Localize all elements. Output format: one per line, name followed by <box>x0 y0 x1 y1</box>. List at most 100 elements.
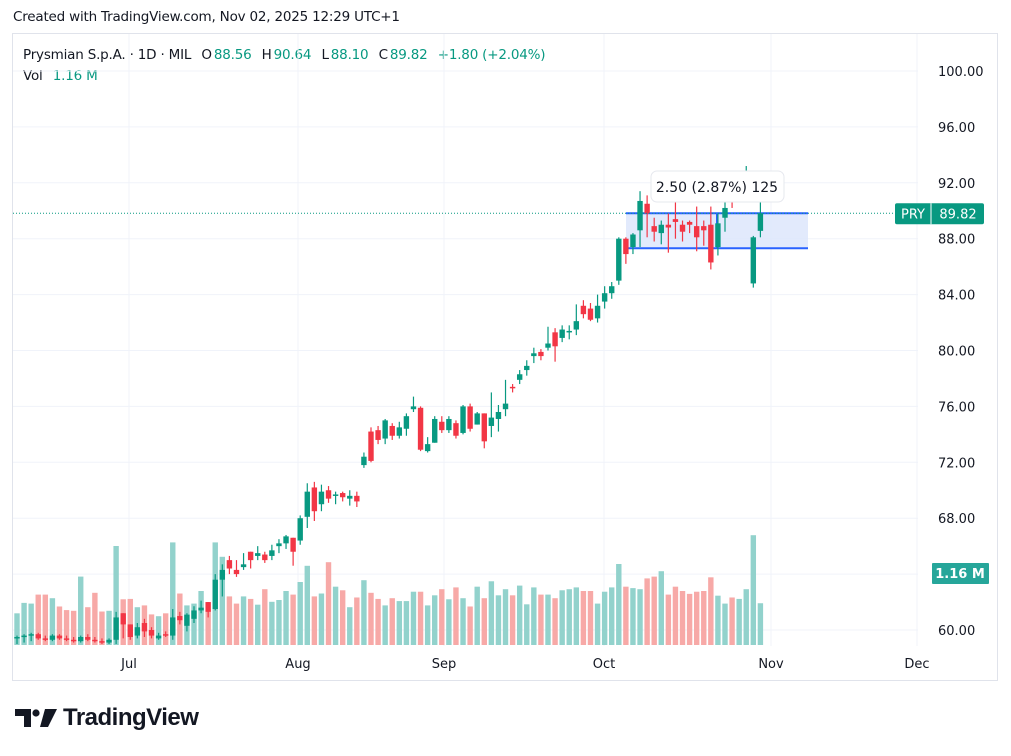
volume-bar <box>375 598 381 645</box>
volume-bar <box>205 609 211 645</box>
volume-bar <box>552 598 558 645</box>
candle-body <box>247 551 254 561</box>
volume-bar <box>474 586 480 645</box>
volume-bar <box>191 603 197 645</box>
candle-body <box>141 623 148 632</box>
ohlc-row: Prysmian S.p.A. · 1D · MIL O 88.56 H 90.64… <box>23 45 547 66</box>
candle-body <box>460 406 466 433</box>
candle-body <box>184 614 190 626</box>
candle-body <box>290 537 296 552</box>
volume-bar <box>729 597 735 645</box>
volume-bar <box>594 603 601 645</box>
volume-bar <box>56 606 63 645</box>
volume-bar <box>757 603 764 645</box>
time-axis-label: Sep <box>432 657 457 672</box>
candle-body <box>630 234 636 248</box>
volume-bar <box>516 585 523 645</box>
volume-bar <box>325 562 332 645</box>
candle-body <box>509 386 516 389</box>
volume-bar <box>21 602 27 645</box>
candle-body <box>212 579 218 610</box>
candle-body <box>701 226 707 231</box>
volume-bar <box>113 546 119 645</box>
candle-body <box>403 416 410 429</box>
volume-bar <box>85 607 91 645</box>
candle-body <box>318 491 325 505</box>
volume-bar <box>573 587 580 645</box>
time-axis[interactable]: Jul Aug Sep Oct Nov Dec <box>120 657 929 672</box>
candle-body <box>297 518 303 541</box>
volume-bar <box>368 592 374 645</box>
candle-body <box>757 213 764 231</box>
volume-bar <box>609 587 615 645</box>
volume-bar <box>290 594 296 645</box>
candle-body <box>580 305 587 315</box>
candle-body <box>177 616 183 621</box>
volume-bar <box>708 577 714 645</box>
price-axis[interactable]: 100.00 96.00 92.00 88.00 84.00 80.00 76.00 72.0… <box>938 65 984 639</box>
close-label: C <box>378 47 388 63</box>
volume-bar <box>509 595 516 645</box>
volume-bar <box>417 591 424 645</box>
candle-body <box>672 219 679 222</box>
candle-body <box>679 224 686 232</box>
candle-body <box>637 200 643 231</box>
candle-body <box>432 418 438 443</box>
candle-body <box>566 330 572 333</box>
candle-body <box>120 613 126 625</box>
candle-body <box>665 224 672 228</box>
candle-body <box>594 305 601 319</box>
volume-value: 1.16 M <box>52 68 98 84</box>
volume-bar <box>502 589 509 645</box>
volume-badge-label: 1.16 M <box>935 567 985 582</box>
volume-bar <box>559 590 565 645</box>
volume-bar <box>453 587 459 645</box>
measure-label-box <box>650 170 785 203</box>
candle-body <box>502 403 509 410</box>
volume-bar <box>566 589 572 645</box>
candle-body <box>474 413 480 425</box>
volume-bar <box>155 616 162 645</box>
volume-badge <box>932 563 989 584</box>
symbol-title[interactable]: Prysmian S.p.A. · 1D · MIL <box>23 47 192 63</box>
volume-bar <box>538 594 544 645</box>
volume-bar <box>332 586 339 645</box>
candle-body <box>708 224 714 263</box>
volume-bar <box>693 591 700 645</box>
volume-bar <box>467 606 473 645</box>
candle-body <box>70 639 77 642</box>
candle-body <box>389 425 395 436</box>
open-value: 88.56 <box>213 47 252 63</box>
volume-bar <box>382 605 388 645</box>
volume-bar <box>233 603 240 645</box>
tradingview-logo-text: TradingView <box>63 704 199 731</box>
candle-body <box>99 641 105 643</box>
tradingview-logo-icon <box>15 709 57 727</box>
candle-body <box>368 431 374 461</box>
price-axis-label: 72.00 <box>938 456 975 471</box>
volume-bar <box>127 598 133 645</box>
symbol-legend: Prysmian S.p.A. · 1D · MIL O 88.56 H 90.64… <box>23 45 547 87</box>
ticker-label: PRY <box>901 207 925 222</box>
volume-bar <box>580 591 587 645</box>
volume-bar <box>28 603 34 645</box>
volume-bar <box>722 603 728 645</box>
tradingview-logo[interactable]: TradingView <box>15 704 199 732</box>
volume-bar <box>672 586 679 645</box>
candle-body <box>424 444 431 452</box>
volume-bar <box>524 604 530 645</box>
candle-body <box>446 418 452 431</box>
volume-bar <box>283 591 289 645</box>
volume-bar <box>304 565 310 645</box>
volume-bar <box>439 589 445 645</box>
created-with-caption: Created with TradingView.com, Nov 02, 20… <box>13 9 400 25</box>
candle-body <box>559 329 565 338</box>
volume-bar <box>403 601 410 645</box>
candle-body <box>28 634 34 636</box>
chart-frame <box>12 33 998 681</box>
volume-bar <box>361 580 367 645</box>
candle-body <box>92 639 98 642</box>
volume-bar <box>715 595 721 645</box>
volume-label[interactable]: Vol <box>23 68 43 84</box>
